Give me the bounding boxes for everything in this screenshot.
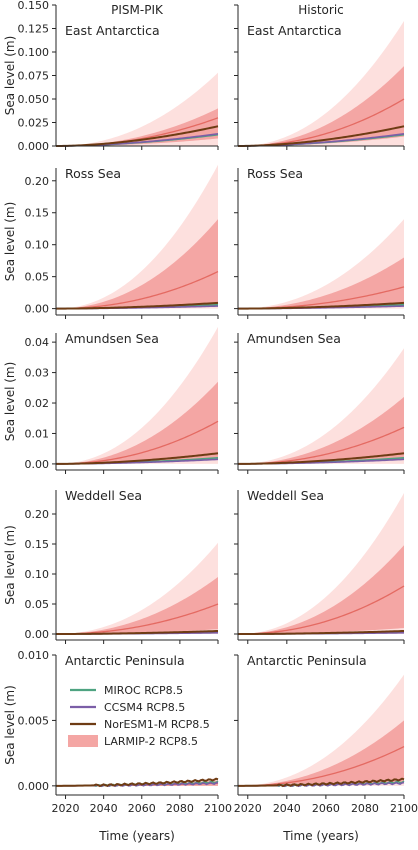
y-tick-label: 0.050 — [18, 93, 50, 106]
panel-2-0: Amundsen Sea 0.00 0.01 0.02 0.03 0.04 — [25, 326, 219, 474]
panel-2-1: Amundsen Sea — [234, 331, 405, 474]
region-label: East Antarctica — [65, 23, 160, 38]
y-tick-label: 0.20 — [25, 175, 50, 188]
region-label: Weddell Sea — [65, 488, 142, 503]
y-tick-label: 0.075 — [18, 70, 50, 83]
band-inner — [56, 108, 218, 146]
y-tick-label: 0.10 — [25, 568, 50, 581]
region-label: Amundsen Sea — [247, 331, 341, 346]
series-line-noresm1-m — [238, 452, 405, 465]
column-title: PISM-PIK — [111, 3, 164, 17]
y-axis-label: Sea level (m) — [3, 202, 17, 282]
legend-label: MIROC RCP8.5 — [104, 684, 183, 697]
band-inner — [238, 257, 404, 309]
legend-label: NorESM1-M RCP8.5 — [104, 718, 210, 731]
x-tick-label: 2020 — [52, 802, 80, 815]
y-tick-label: 0.100 — [18, 46, 50, 59]
y-tick-label: 0.04 — [25, 336, 50, 349]
y-tick-label: 0.10 — [25, 239, 50, 252]
x-tick-label: 2100 — [390, 802, 418, 815]
x-tick-label: 2060 — [312, 802, 340, 815]
y-tick-label: 0.15 — [25, 207, 50, 220]
y-axis-label: Sea level (m) — [3, 362, 17, 442]
band-inner — [56, 577, 218, 634]
series-line-noresm1-m — [238, 630, 405, 635]
panel-0-0: East Antarctica 0.000 0.025 0.050 0.075 0.100… — [18, 0, 219, 153]
y-axis-label: Sea level (m) — [3, 36, 17, 116]
x-tick-label: 2040 — [273, 802, 301, 815]
series-line-noresm1-m — [56, 777, 219, 788]
band-inner — [56, 219, 218, 309]
band-inner — [56, 381, 218, 464]
series-line-noresm1-m — [56, 452, 219, 465]
panel-4-1: Antarctic Peninsula 2020 2040 2060 2080 2100 — [234, 653, 418, 815]
y-tick-label: 0.20 — [25, 508, 50, 521]
y-tick-label: 0.005 — [18, 714, 50, 727]
y-tick-label: 0.000 — [18, 780, 50, 793]
legend-label: CCSM4 RCP8.5 — [104, 701, 185, 714]
y-tick-label: 0.125 — [18, 23, 50, 36]
x-axis-label: Time (years) — [282, 829, 359, 843]
y-tick-label: 0.00 — [25, 303, 50, 316]
region-label: Amundsen Sea — [65, 331, 159, 346]
y-tick-label: 0.02 — [25, 397, 50, 410]
y-tick-label: 0.010 — [18, 649, 50, 662]
panel-0-1: East Antarctica — [234, 4, 405, 150]
panel-3-1: Weddell Sea — [234, 488, 405, 644]
region-label: East Antarctica — [247, 23, 342, 38]
x-tick-label: 2100 — [204, 802, 232, 815]
series-line-noresm1-m — [238, 777, 405, 788]
legend-swatch — [68, 735, 98, 747]
y-axis-label: Sea level (m) — [3, 685, 17, 765]
column-title: Historic — [298, 3, 344, 17]
region-label: Weddell Sea — [247, 488, 324, 503]
y-tick-label: 0.00 — [25, 628, 50, 641]
y-axis-label: Sea level (m) — [3, 525, 17, 605]
panel-3-0: Weddell Sea 0.00 0.05 0.10 0.15 0.20 — [25, 488, 219, 644]
y-tick-label: 0.05 — [25, 598, 50, 611]
band-inner — [238, 66, 404, 146]
series-line-noresm1-m — [55, 125, 219, 147]
region-label: Ross Sea — [247, 166, 303, 181]
series-line-noresm1-m — [56, 301, 219, 310]
series-line-noresm1-m — [237, 125, 405, 147]
x-tick-label: 2020 — [234, 802, 262, 815]
region-label: Antarctic Peninsula — [65, 653, 185, 668]
x-tick-label: 2040 — [90, 802, 118, 815]
legend-label: LARMIP-2 RCP8.5 — [104, 735, 198, 748]
legend: MIROC RCP8.5 CCSM4 RCP8.5 NorESM1-M RCP8.5… — [68, 684, 210, 748]
y-tick-label: 0.00 — [25, 458, 50, 471]
band-inner — [238, 396, 404, 464]
y-tick-label: 0.15 — [25, 538, 50, 551]
x-tick-label: 2080 — [166, 802, 194, 815]
band-inner — [238, 720, 404, 786]
band-inner — [238, 545, 404, 634]
x-tick-label: 2080 — [351, 802, 379, 815]
panel-1-0: Ross Sea 0.00 0.05 0.10 0.15 0.20 — [25, 164, 219, 319]
region-label: Ross Sea — [65, 166, 121, 181]
y-tick-label: 0.01 — [25, 427, 50, 440]
panel-1-1: Ross Sea — [234, 166, 405, 319]
x-axis-label: Time (years) — [98, 829, 175, 843]
y-tick-label: 0.000 — [18, 140, 50, 153]
y-tick-label: 0.025 — [18, 117, 50, 130]
region-label: Antarctic Peninsula — [247, 653, 367, 668]
series-line-noresm1-m — [238, 301, 405, 310]
x-tick-label: 2060 — [128, 802, 156, 815]
y-tick-label: 0.05 — [25, 271, 50, 284]
y-tick-label: 0.150 — [18, 0, 50, 12]
series-line-noresm1-m — [56, 630, 219, 635]
y-tick-label: 0.03 — [25, 367, 50, 380]
panel-4-0: Antarctic Peninsula 0.000 0.005 0.010 2020 20… — [18, 649, 233, 815]
